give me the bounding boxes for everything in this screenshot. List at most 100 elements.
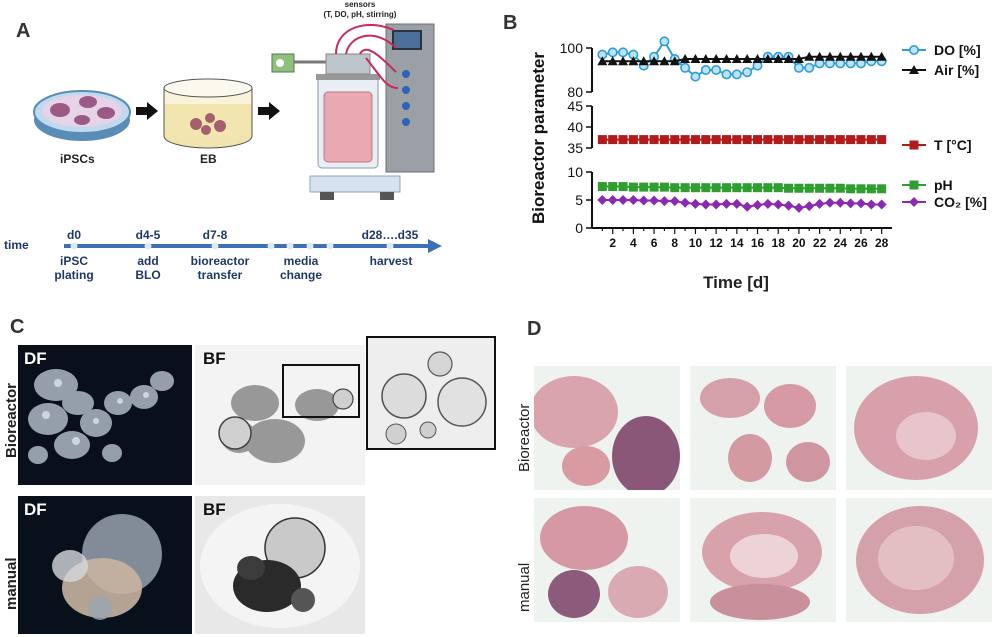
data-point-series-3 — [721, 183, 731, 193]
eb-label: EB — [200, 152, 217, 166]
data-point-series-3 — [866, 184, 876, 194]
legend-marker-1 — [909, 65, 919, 74]
data-point-series-2 — [866, 135, 876, 145]
data-point-series-1 — [669, 56, 680, 66]
data-point-series-3 — [846, 184, 856, 194]
data-point-series-2 — [877, 135, 887, 145]
data-point-series-2 — [680, 135, 690, 145]
data-point-series-4 — [659, 196, 670, 207]
legend-marker-0 — [908, 45, 919, 55]
bf-bioreactor-image: BF — [195, 345, 365, 485]
x-tick-label: 2 — [609, 236, 616, 250]
y-tick-label: 40 — [567, 119, 583, 135]
panel-d-label: D — [527, 318, 542, 340]
data-point-series-2 — [753, 135, 763, 145]
df-bioreactor-image: DF — [18, 345, 192, 485]
data-point-series-2 — [649, 135, 659, 145]
data-point-series-3 — [618, 182, 628, 192]
legend-label-0: DO [%] — [934, 42, 981, 58]
data-point-series-2 — [639, 135, 649, 145]
legend-marker-3 — [909, 180, 919, 190]
data-point-series-4 — [628, 195, 639, 205]
bf-label: BF — [203, 349, 226, 368]
data-point-series-4 — [845, 198, 856, 209]
timeline-event-harvest: harvest — [369, 254, 413, 268]
data-point-series-2 — [701, 135, 711, 145]
legend-label-1: Air [%] — [934, 62, 979, 78]
data-point-series-1 — [690, 54, 701, 63]
y-tick-label: 5 — [575, 192, 583, 208]
data-point-series-4 — [669, 196, 680, 207]
sensors-label: sensors — [344, 0, 376, 9]
panel-d-row-label-manual: manual — [516, 562, 533, 612]
eb-dish-illustration — [163, 78, 253, 149]
data-point-series-4 — [773, 199, 784, 210]
x-tick-label: 28 — [875, 236, 889, 250]
data-point-series-3 — [825, 183, 835, 193]
data-point-series-3 — [773, 183, 783, 193]
y-tick-label: 0 — [575, 220, 583, 236]
series-line-1 — [602, 55, 882, 63]
data-point-series-2 — [597, 135, 607, 145]
timeline-event-ipsc-plating: iPSC plating — [54, 254, 94, 282]
data-point-series-4 — [721, 198, 732, 209]
panel-a-label: A — [16, 20, 31, 42]
data-point-series-4 — [814, 198, 825, 209]
data-point-series-2 — [856, 135, 866, 145]
data-point-series-2 — [763, 135, 773, 145]
data-point-series-4 — [783, 200, 794, 211]
data-point-series-4 — [742, 201, 753, 212]
data-point-series-3 — [835, 183, 845, 193]
data-point-series-2 — [721, 135, 731, 145]
y-tick-label: 80 — [567, 84, 583, 100]
data-point-series-3 — [742, 183, 752, 193]
data-point-series-4 — [731, 198, 742, 209]
data-point-series-3 — [711, 183, 721, 193]
data-point-series-4 — [824, 197, 835, 208]
data-point-series-1 — [824, 51, 835, 61]
data-point-series-0 — [659, 36, 670, 47]
data-point-series-3 — [690, 183, 700, 193]
df-label: DF — [24, 349, 47, 368]
data-point-series-4 — [876, 199, 887, 210]
data-point-series-2 — [628, 135, 638, 145]
y-tick-label: 45 — [567, 98, 583, 114]
sensors-detail: (T, DO, pH, stirring) — [323, 10, 397, 19]
data-point-series-3 — [670, 183, 680, 193]
data-point-series-1 — [659, 56, 670, 66]
legend-marker-2 — [909, 140, 919, 150]
timeline-event-add-blo: add BLO — [135, 254, 161, 282]
legend-label-4: CO₂ [%] — [934, 194, 987, 210]
data-point-series-3 — [680, 183, 690, 193]
data-point-series-3 — [732, 183, 742, 193]
data-point-series-3 — [856, 184, 866, 194]
histology-manual-3 — [846, 498, 992, 622]
legend-label-3: pH — [934, 177, 953, 193]
data-point-series-1 — [835, 51, 846, 61]
data-point-series-2 — [784, 135, 794, 145]
data-point-series-0 — [690, 71, 701, 82]
data-point-series-1 — [628, 56, 639, 66]
data-point-series-3 — [804, 183, 814, 193]
data-point-series-0 — [700, 64, 711, 75]
data-point-series-2 — [804, 135, 814, 145]
y-tick-label: 10 — [567, 164, 583, 180]
df-manual-image: DF — [18, 496, 192, 634]
data-point-series-1 — [731, 54, 742, 63]
data-point-series-1 — [855, 51, 866, 61]
data-point-series-2 — [846, 135, 856, 145]
legend-marker-4 — [909, 197, 919, 207]
data-point-series-1 — [773, 54, 784, 63]
data-point-series-3 — [763, 183, 773, 193]
data-point-series-3 — [659, 182, 669, 192]
series-line-4 — [602, 199, 882, 209]
histology-bioreactor-2 — [690, 366, 836, 490]
data-point-series-4 — [680, 197, 691, 208]
x-tick-label: 6 — [651, 236, 658, 250]
data-point-series-0 — [731, 69, 742, 80]
data-point-series-3 — [815, 183, 825, 193]
data-point-series-2 — [815, 135, 825, 145]
df-label: DF — [24, 500, 47, 519]
timeline-arrow — [64, 239, 442, 253]
bioreactor-illustration — [271, 23, 435, 200]
